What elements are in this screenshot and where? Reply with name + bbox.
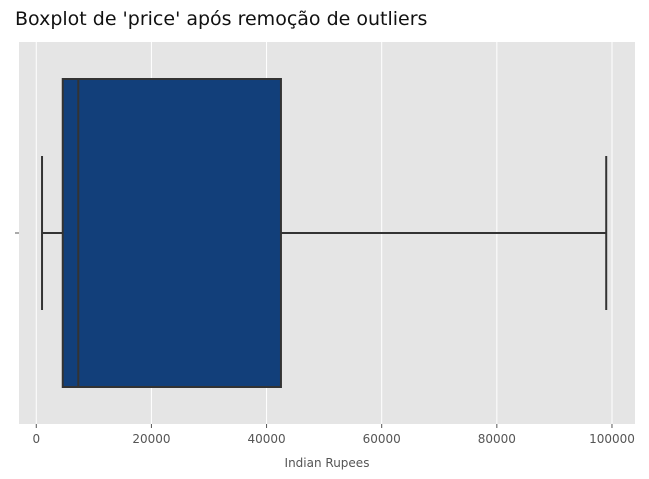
chart-title: Boxplot de 'price' após remoção de outli… bbox=[15, 8, 428, 30]
x-tick-label: 100000 bbox=[589, 432, 635, 446]
boxplot bbox=[41, 78, 608, 388]
x-tick-label: 80000 bbox=[478, 432, 516, 446]
x-axis-label: Indian Rupees bbox=[285, 456, 370, 470]
iqr-box bbox=[61, 78, 282, 388]
x-tick-label: 40000 bbox=[247, 432, 285, 446]
x-axis-ticks: 0 20000 40000 60000 80000 100000 bbox=[32, 424, 635, 446]
x-tick-label: 0 bbox=[32, 432, 40, 446]
x-tick-label: 20000 bbox=[132, 432, 170, 446]
x-tick-label: 60000 bbox=[363, 432, 401, 446]
